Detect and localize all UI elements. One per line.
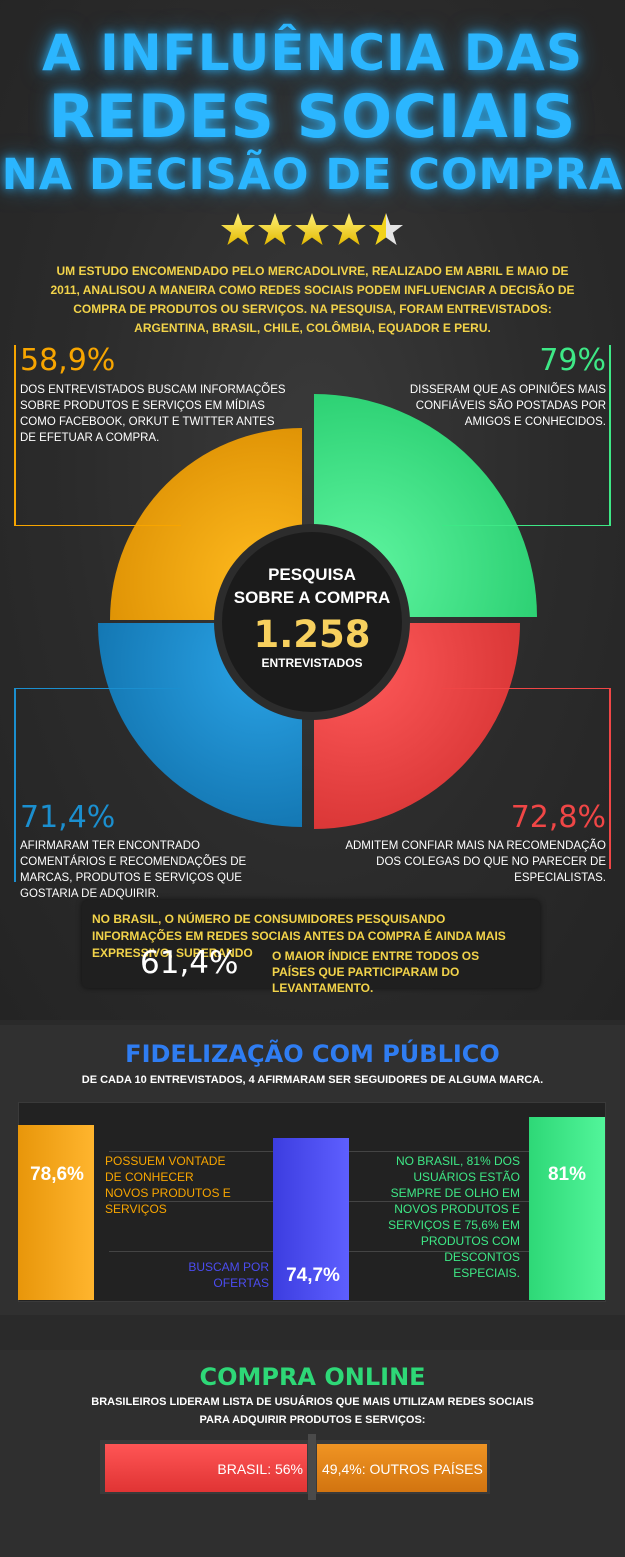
brasil-box-text-2: O MAIOR ÍNDICE ENTRE TODOS OS PAÍSES QUE…	[272, 949, 480, 995]
bar-orange-label: POSSUEM VONTADE DE CONHECER NOVOS PRODUT…	[105, 1154, 231, 1216]
star-icon	[221, 213, 255, 245]
green-frame	[442, 345, 611, 526]
rating-stars	[221, 213, 403, 245]
center-text: PESQUISA SOBRE A COMPRA 1.258 ENTREVISTA…	[222, 563, 402, 671]
star-icon	[295, 213, 329, 245]
blue-frame	[14, 688, 181, 882]
top-section-bg	[0, 0, 625, 1020]
red-stat-value: 72,8%	[510, 800, 606, 835]
bar-orange-value: 78,6%	[30, 1164, 84, 1185]
fidelizacao-title: FIDELIZAÇÃO COM PÚBLICO	[125, 1040, 500, 1068]
orange-frame	[14, 345, 181, 526]
bar-blue	[273, 1138, 349, 1300]
blue-stat-value: 71,4%	[20, 800, 116, 835]
brasil-bar-label: BRASIL: 56%	[217, 1461, 303, 1477]
orange-stat-text: DOS ENTREVISTADOS BUSCAM INFORMAÇÕES SOB…	[20, 384, 286, 444]
compra-subtitle-2: PARA ADQUIRIR PRODUTOS E SERVIÇOS:	[199, 1414, 426, 1426]
green-stat-value: 79%	[539, 343, 606, 378]
bar-blue-value: 74,7%	[286, 1265, 340, 1286]
compra-title: COMPRA ONLINE	[199, 1363, 426, 1391]
title-line-3: NA DECISÃO DE COMPRA	[1, 150, 624, 200]
intro-text: UM ESTUDO ENCOMENDADO PELO MERCADOLIVRE,…	[50, 264, 575, 335]
bar-divider	[308, 1434, 316, 1500]
bar-green-value: 81%	[547, 1164, 587, 1185]
bar-orange	[18, 1125, 94, 1300]
center-line-1: PESQUISA	[268, 565, 356, 584]
brasil-box-value: 61,4%	[140, 945, 239, 981]
bar-green	[529, 1117, 605, 1300]
orange-stat-value: 58,9%	[20, 343, 116, 378]
center-line-2: SOBRE A COMPRA	[233, 588, 391, 607]
green-stat-text: DISSERAM QUE AS OPINIÕES MAIS CONFIÁVEIS…	[409, 384, 606, 428]
brasil-box-text-1: NO BRASIL, O NÚMERO DE CONSUMIDORES PESQ…	[92, 912, 506, 960]
title-line-1: A INFLUÊNCIA DAS	[42, 24, 583, 82]
grid-line	[109, 1201, 604, 1202]
quadrant-chart	[98, 394, 537, 829]
center-caption: ENTREVISTADOS	[261, 656, 363, 670]
bar-green-label: NO BRASIL, 81% DOS USUÁRIOS ESTÃO SEMPRE…	[388, 1154, 520, 1280]
fidelizacao-subtitle: DE CADA 10 ENTREVISTADOS, 4 AFIRMARAM SE…	[81, 1074, 544, 1086]
grid-line	[109, 1251, 604, 1252]
star-icon	[332, 213, 366, 245]
outros-bar-label: 49,4%: OUTROS PAÍSES	[322, 1461, 483, 1477]
half-star-icon	[369, 213, 403, 245]
brasil-box	[82, 900, 540, 988]
center-number: 1.258	[253, 613, 371, 656]
grid-line	[109, 1151, 604, 1152]
star-icon	[258, 213, 292, 245]
compra-subtitle-1: BRASILEIROS LIDERAM LISTA DE USUÁRIOS QU…	[91, 1396, 534, 1408]
bar-blue-label: BUSCAM POR OFERTAS	[188, 1260, 269, 1290]
title-line-2: REDES SOCIAIS	[48, 82, 577, 152]
red-stat-text: ADMITEM CONFIAR MAIS NA RECOMENDAÇÃO DOS…	[345, 840, 606, 884]
center-disc	[222, 532, 402, 712]
red-frame	[442, 688, 611, 869]
outros-bar	[317, 1444, 487, 1492]
brasil-bar	[105, 1444, 307, 1492]
blue-stat-text: AFIRMARAM TER ENCONTRADO COMENTÁRIOS E R…	[20, 840, 247, 900]
